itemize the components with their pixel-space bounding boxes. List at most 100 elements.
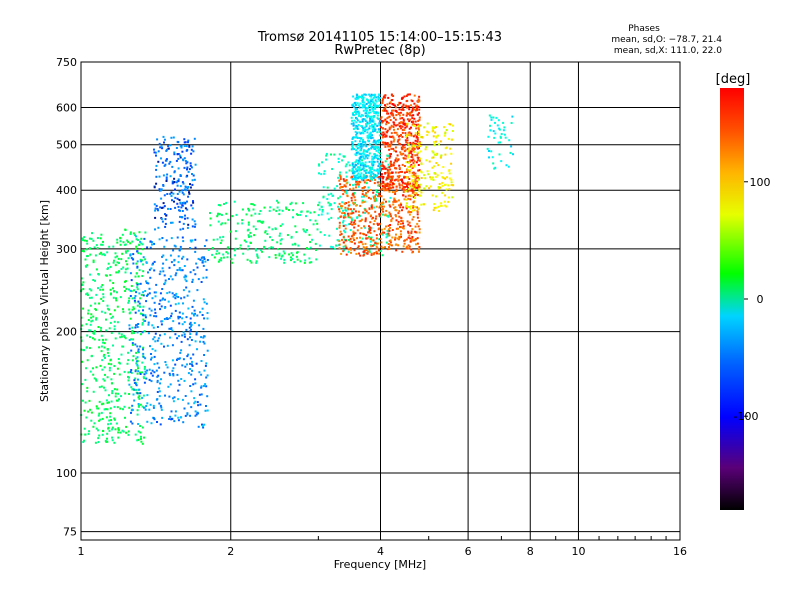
data-point [178,199,181,201]
data-point [366,128,369,131]
data-point [118,361,121,364]
data-point [373,169,376,172]
data-point [247,223,250,226]
data-point [179,215,181,218]
data-point [134,370,137,373]
data-point [83,239,86,242]
data-point [128,327,131,330]
data-point [405,198,408,201]
data-point [355,98,358,100]
data-point [402,194,405,197]
data-point [154,209,157,212]
data-point [398,125,401,128]
data-point [140,242,143,245]
data-point [268,226,271,229]
data-point [186,355,189,358]
data-point [366,116,369,119]
data-point [488,156,490,159]
data-point [124,243,127,246]
data-point [388,135,391,138]
data-point [281,223,284,226]
data-point [357,245,360,248]
data-point [110,419,113,422]
data-point [386,234,389,237]
data-point [361,162,364,165]
data-point [160,408,163,411]
data-point [425,146,428,149]
data-point [344,209,347,212]
data-point [371,239,374,242]
data-point [217,204,220,206]
data-point [137,367,139,370]
data-point [104,356,106,359]
data-point [444,183,447,186]
data-point [144,320,147,322]
data-point [359,164,362,167]
data-point [135,384,138,387]
data-point [407,236,410,239]
data-point [261,250,263,253]
data-point [269,206,272,209]
data-point [369,121,372,124]
data-point [88,430,91,433]
data-point [406,161,409,164]
data-point [154,332,157,335]
data-point [365,172,367,174]
data-point [402,119,405,122]
data-point [177,416,180,419]
data-point [131,308,134,311]
data-point [191,173,193,175]
data-point [442,177,445,179]
data-point [347,235,350,238]
data-point [426,170,429,173]
data-point [156,339,159,342]
data-point [391,177,394,180]
data-point [148,287,151,290]
data-point [86,334,89,337]
data-point [383,189,386,192]
data-point [381,164,384,167]
data-point [365,249,368,252]
data-point [89,329,92,332]
data-point [95,378,97,381]
data-point [153,355,156,358]
data-point [174,410,177,413]
data-point [367,250,370,253]
data-point [163,141,165,144]
data-point [390,140,393,143]
data-point [343,190,346,193]
data-point [437,187,440,190]
data-point [359,137,362,140]
data-point [412,201,415,204]
data-point [417,184,419,187]
data-point [176,193,179,195]
data-point [386,171,389,174]
data-point [417,225,420,228]
data-point [409,237,412,240]
data-point [179,248,182,250]
data-point [414,176,417,179]
data-point [117,271,120,274]
data-point [410,187,413,190]
data-point [389,160,392,163]
data-point [355,204,358,207]
data-point [187,223,190,226]
data-point [377,118,380,121]
data-point [408,170,411,173]
data-point [374,145,377,148]
data-point [388,200,391,203]
data-point [201,261,204,264]
data-point [343,229,345,232]
data-point [386,182,389,185]
data-point [206,312,209,314]
data-point [187,402,190,405]
data-point [407,206,410,208]
data-point [318,208,321,211]
data-point [363,233,366,236]
data-point [188,323,191,326]
data-point [435,195,437,198]
data-point [389,196,392,199]
data-point [116,291,118,294]
data-point [363,249,366,252]
data-point [338,153,341,156]
